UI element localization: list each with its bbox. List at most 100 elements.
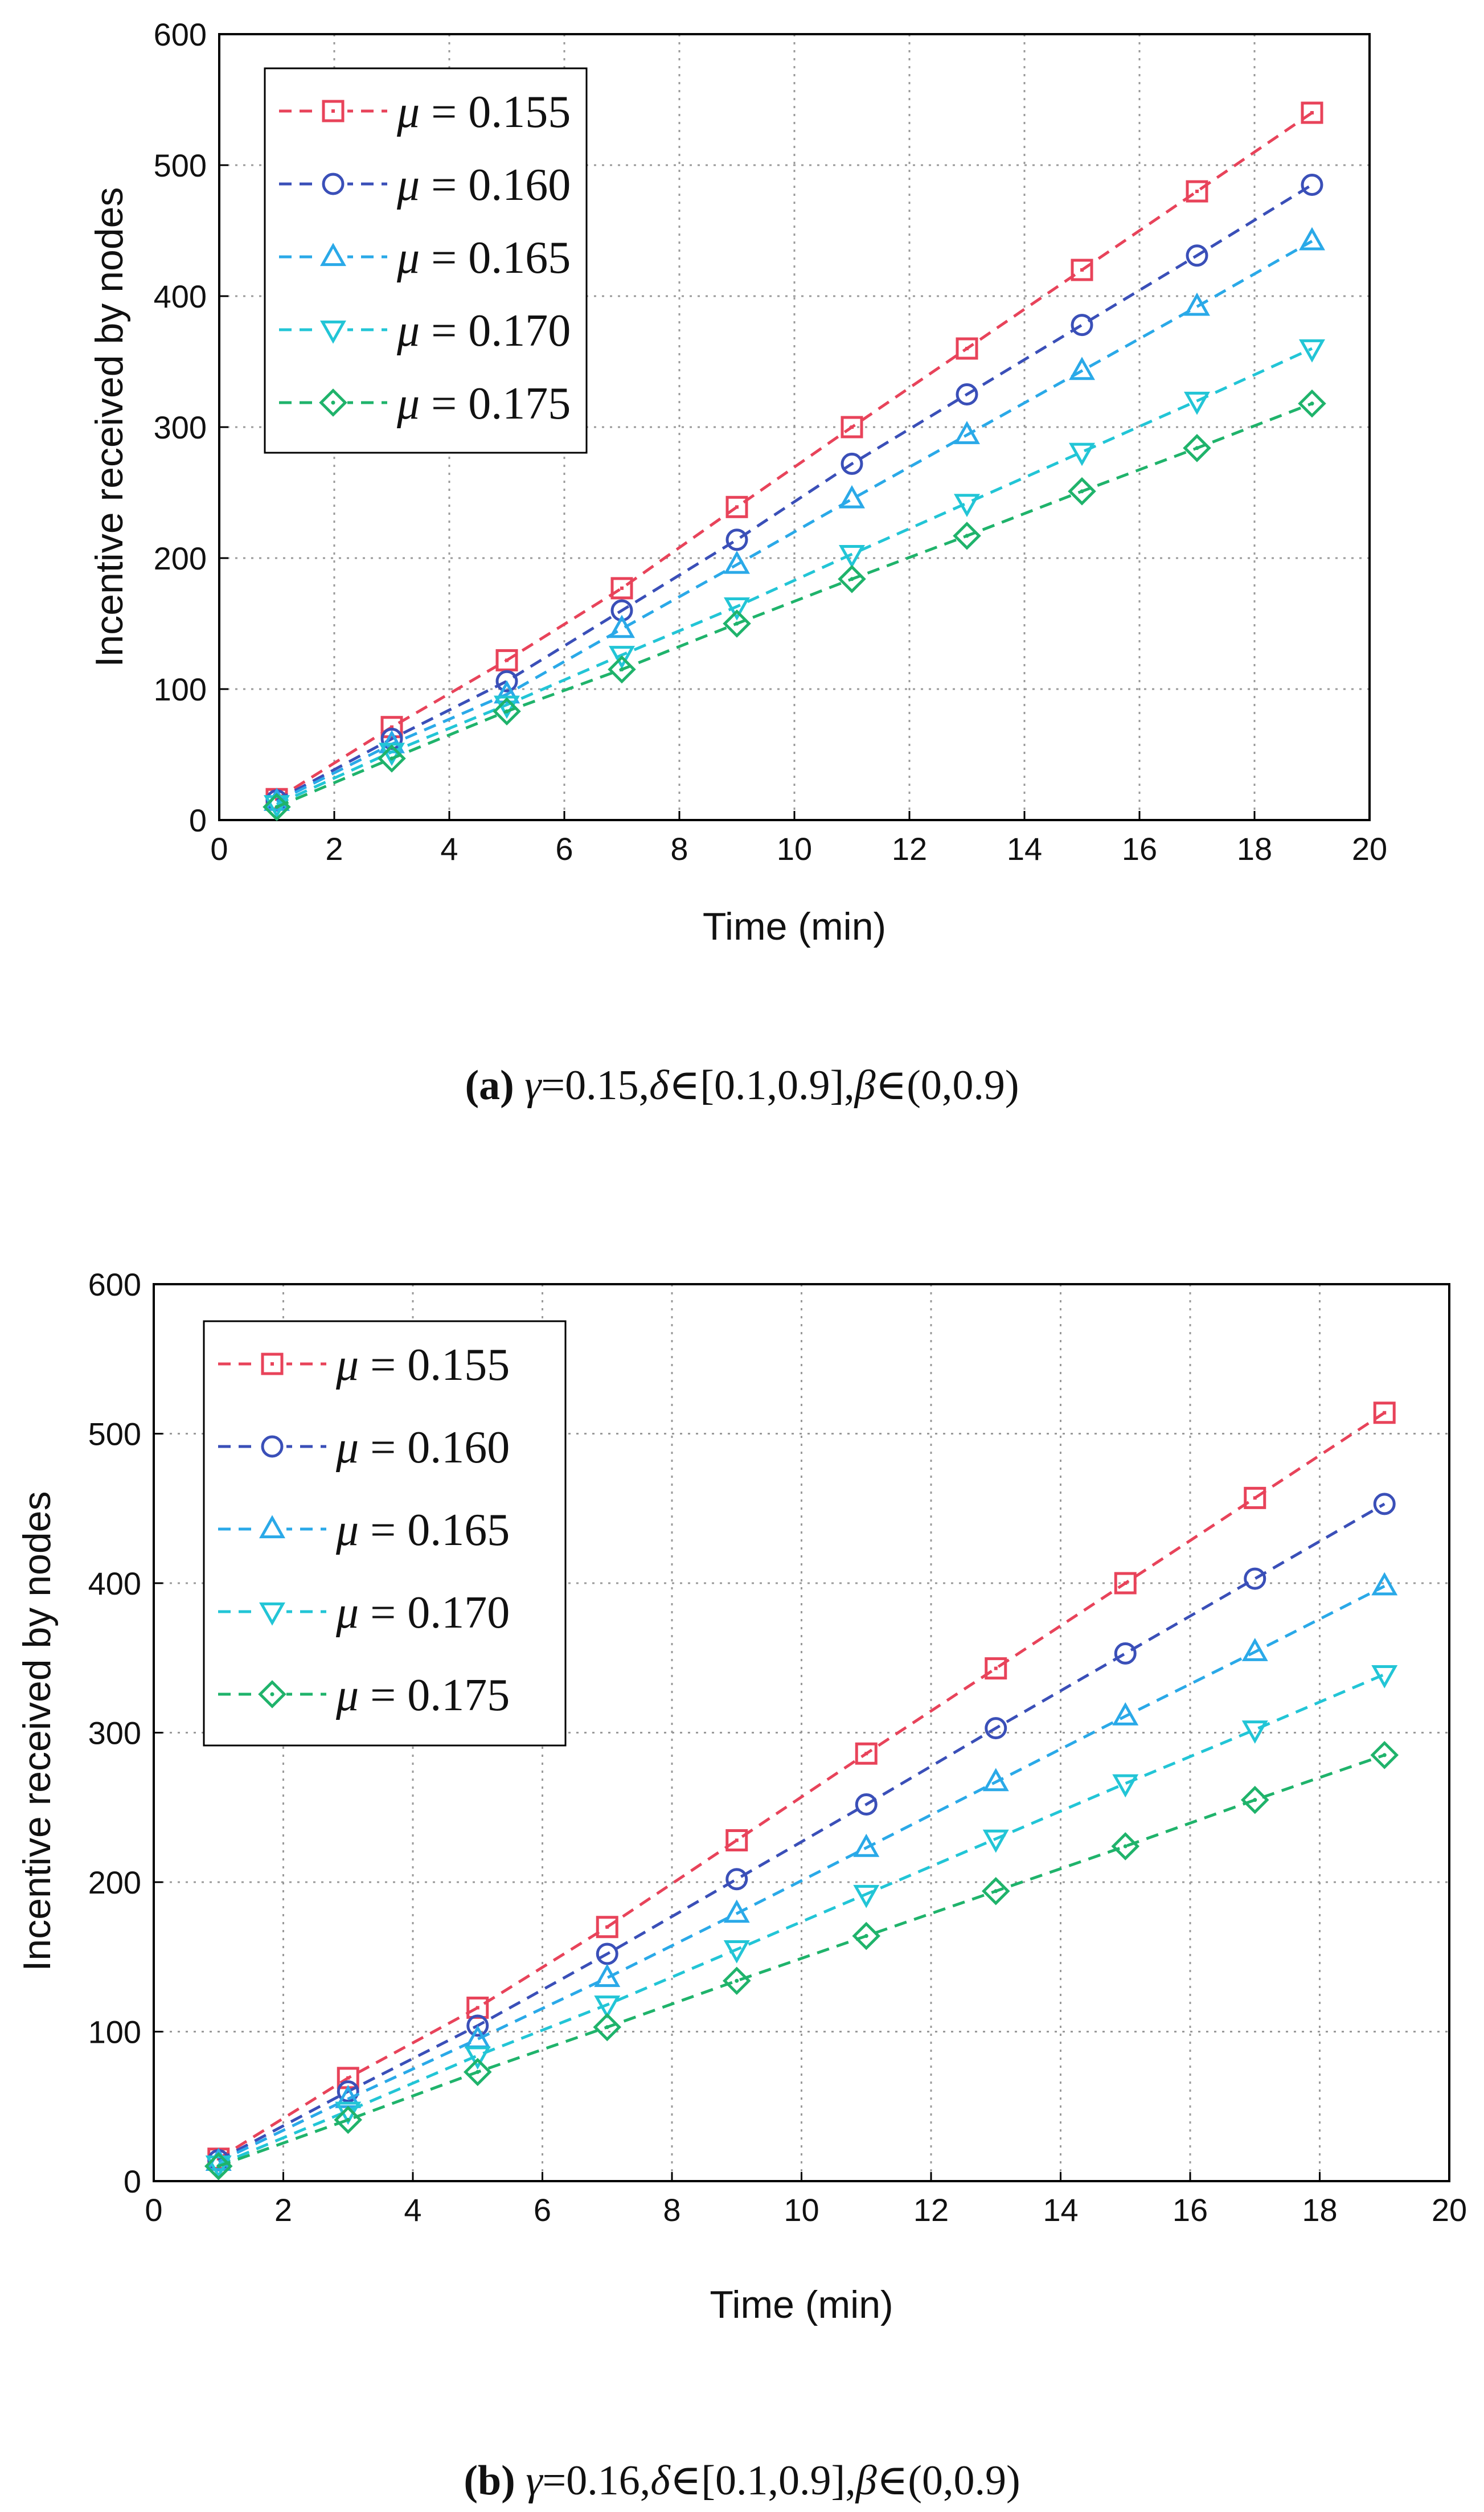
data-point	[608, 655, 636, 684]
legend-marker	[319, 388, 347, 417]
data-point	[594, 1964, 621, 1988]
data-point	[1184, 391, 1210, 415]
data-point	[954, 494, 980, 518]
data-point	[610, 577, 633, 600]
y-tick-label: 100	[154, 671, 207, 707]
data-point-dot	[735, 1978, 739, 1983]
data-point	[1299, 339, 1325, 363]
data-point	[855, 1793, 878, 1816]
data-point	[1186, 180, 1208, 203]
data-point	[593, 2013, 622, 2042]
data-point-dot	[864, 1934, 868, 1938]
series-triangle-down	[264, 339, 1325, 819]
data-point	[985, 1717, 1007, 1740]
y-tick-label: 0	[124, 2163, 141, 2199]
data-point	[722, 1966, 751, 1995]
y-tick-label: 600	[154, 17, 207, 52]
legend-marker-dot	[331, 109, 335, 113]
legend-label: μ = 0.155	[396, 87, 571, 137]
data-point-dot	[1310, 111, 1314, 114]
data-point	[1373, 1493, 1396, 1515]
data-point-dot	[1383, 1411, 1387, 1415]
series-line	[218, 1585, 1385, 2163]
data-point	[725, 1829, 748, 1851]
data-point-dot	[1253, 1496, 1257, 1500]
data-point	[1371, 1572, 1398, 1596]
series-line	[276, 402, 1313, 809]
legend-marker	[261, 1353, 284, 1375]
data-point	[1301, 101, 1323, 124]
data-point	[1241, 1638, 1268, 1661]
data-point-dot	[1080, 489, 1084, 494]
data-point	[495, 649, 518, 671]
data-point	[724, 597, 750, 621]
data-point	[1071, 314, 1093, 337]
data-point	[609, 646, 635, 669]
data-point	[1241, 1720, 1268, 1744]
legend-marker	[258, 1680, 286, 1708]
data-point	[1373, 1402, 1396, 1424]
series-line	[218, 1502, 1385, 2162]
data-point-dot	[505, 709, 509, 714]
x-tick-label: 0	[145, 2192, 162, 2228]
x-tick-label: 6	[555, 831, 573, 867]
y-tick-label: 200	[154, 540, 207, 576]
data-point	[1240, 1785, 1269, 1814]
data-point-dot	[475, 2006, 479, 2010]
data-point-dot	[1310, 401, 1314, 406]
data-point	[724, 550, 750, 574]
data-point-dot	[1195, 190, 1199, 193]
data-point	[1244, 1567, 1266, 1590]
data-point	[205, 2156, 232, 2179]
x-tick-label: 14	[1007, 831, 1042, 867]
series-line	[276, 347, 1313, 806]
data-point	[982, 1768, 1009, 1792]
legend-label: μ = 0.165	[335, 1505, 510, 1555]
series-diamond	[204, 1741, 1399, 2181]
data-point	[1299, 227, 1325, 251]
y-tick-label: 100	[88, 2014, 141, 2050]
data-point-dot	[850, 577, 854, 581]
data-point-dot	[216, 2164, 221, 2169]
data-point-dot	[864, 1752, 868, 1756]
legend-marker	[322, 173, 345, 195]
data-point	[1068, 477, 1096, 506]
x-tick-label: 10	[777, 831, 812, 867]
series-line	[218, 1753, 1385, 2168]
data-point	[956, 337, 978, 360]
data-point	[1114, 1642, 1137, 1665]
series-line	[218, 1673, 1385, 2166]
x-tick-label: 10	[784, 2192, 819, 2228]
data-point	[956, 383, 978, 405]
data-point	[855, 1742, 878, 1765]
data-point	[839, 485, 865, 509]
data-point	[985, 1657, 1007, 1680]
legend-marker-dot	[270, 1362, 274, 1366]
x-tick-label: 8	[663, 2192, 680, 2228]
y-tick-label: 600	[88, 1267, 141, 1302]
data-point-dot	[390, 756, 394, 761]
data-point	[1112, 1774, 1139, 1798]
data-point-dot	[1123, 1844, 1128, 1849]
chart-panel-b: 0 2 4 6 8 10 12 14 16 18 200100200300400500600Time…	[15, 1267, 1467, 2504]
data-point	[464, 2046, 491, 2070]
data-point-dot	[605, 2025, 609, 2030]
data-point-dot	[505, 658, 509, 662]
data-point-dot	[620, 667, 624, 671]
x-tick-label: 2	[274, 2192, 292, 2228]
legend-marker-dot	[270, 1692, 274, 1696]
data-point	[495, 670, 518, 692]
data-point	[1069, 442, 1095, 466]
legend-marker	[259, 1515, 285, 1539]
data-point-dot	[1195, 446, 1199, 450]
x-tick-label: 18	[1302, 2192, 1337, 2228]
data-point-dot	[994, 1666, 998, 1670]
data-point-dot	[1253, 1798, 1257, 1802]
data-point-dot	[346, 2076, 350, 2080]
data-point	[594, 1995, 621, 2019]
data-point	[493, 697, 521, 726]
data-point-dot	[475, 2070, 480, 2074]
data-point-dot	[1382, 1753, 1387, 1757]
data-point	[1301, 174, 1323, 196]
x-tick-label: 16	[1122, 831, 1157, 867]
